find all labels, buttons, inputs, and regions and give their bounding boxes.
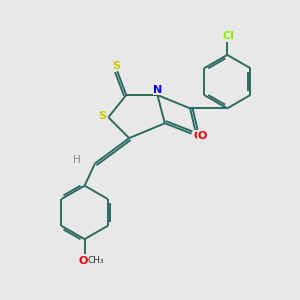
Text: H: H	[73, 155, 81, 165]
Text: Cl: Cl	[223, 32, 235, 41]
Text: N: N	[153, 85, 163, 95]
Text: O: O	[198, 131, 207, 141]
Text: S: S	[98, 111, 106, 121]
Text: O: O	[78, 256, 88, 266]
Text: S: S	[112, 61, 120, 71]
Text: CH₃: CH₃	[88, 256, 104, 265]
Text: O: O	[194, 131, 203, 141]
